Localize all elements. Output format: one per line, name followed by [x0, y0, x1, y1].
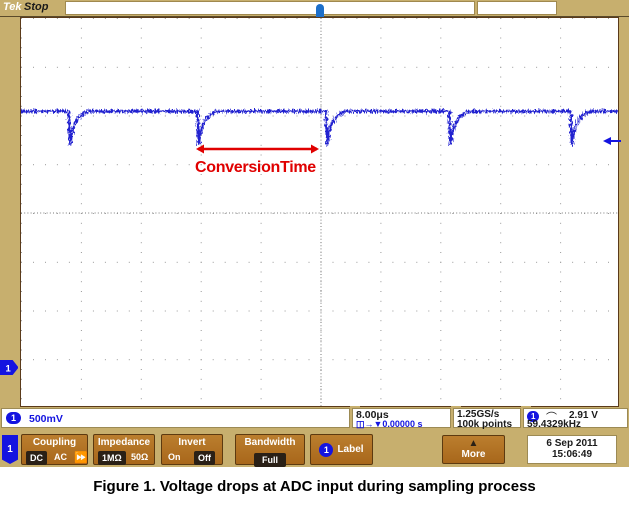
svg-text:1: 1 — [6, 364, 12, 375]
